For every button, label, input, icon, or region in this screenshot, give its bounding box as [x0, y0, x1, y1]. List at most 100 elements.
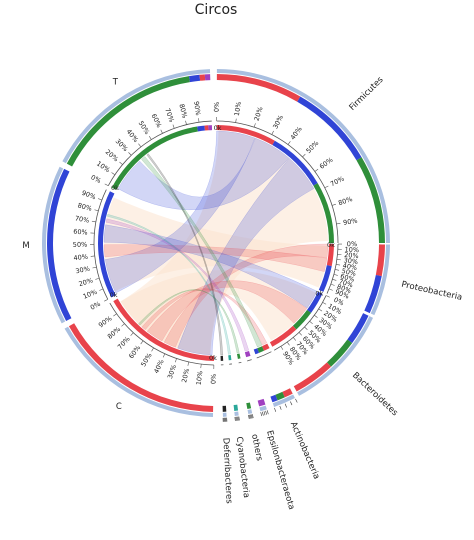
tick-baseline: [238, 361, 242, 364]
outer-ring-band: [233, 404, 239, 412]
tick-mark: [302, 153, 306, 158]
zero-label: 0k: [209, 354, 217, 362]
inner-ring-band: [228, 355, 232, 361]
inner-ring-band: [257, 346, 264, 353]
tick-mark: [92, 266, 97, 269]
tracks-layer: [41, 69, 390, 422]
tick-mark: [187, 361, 190, 366]
tick-mark: [325, 295, 330, 298]
tick-mark: [280, 346, 284, 350]
link-firmicutes-c: [177, 158, 315, 356]
inner-ring-band: [216, 125, 275, 146]
link-actinobacteria-c: [141, 288, 268, 346]
tick-mark: [290, 401, 293, 406]
tick-mark: [148, 135, 152, 140]
tick-mark: [331, 203, 336, 206]
tick-mark: [271, 130, 274, 135]
tick-mark: [249, 414, 251, 419]
tick-mark: [250, 414, 252, 419]
outer-track: [41, 166, 66, 324]
tick-baseline: [256, 351, 272, 359]
tick-label: 80%: [177, 103, 188, 119]
segment-c: [64, 298, 215, 417]
link-epsilonbacteraeota-m: [105, 218, 249, 352]
tick-mark: [130, 332, 134, 336]
tick-label: 0%: [332, 296, 345, 308]
inner-ring-band: [97, 191, 116, 298]
tick-baseline: [247, 359, 252, 362]
tick-label: 50%: [139, 352, 153, 369]
tick-mark: [314, 168, 319, 172]
tick-mark: [279, 405, 282, 410]
tick-mark: [252, 414, 254, 419]
outer-track: [247, 409, 253, 414]
tick-label: 90%: [192, 101, 202, 116]
tick-mark: [333, 274, 338, 276]
outer-ring-band: [356, 157, 385, 243]
link-proteobacteria-m: [103, 244, 328, 272]
segment-label-t: T: [112, 77, 119, 87]
tick-label: 30%: [75, 265, 91, 276]
tick-mark: [119, 161, 123, 165]
chart-title: Circos: [195, 2, 238, 18]
inner-ring-band: [261, 343, 270, 351]
tick-label: 70%: [338, 277, 354, 289]
tick-label: 30%: [114, 137, 130, 153]
outer-ring-band: [347, 313, 369, 344]
inner-ring-band: [307, 291, 323, 313]
outer-ring-band: [188, 74, 201, 83]
outer-ring-band: [375, 244, 385, 277]
outer-ring-band: [46, 168, 72, 322]
tick-mark: [336, 259, 341, 261]
tick-label: 0%: [210, 374, 218, 384]
tick-mark: [151, 347, 154, 352]
outer-ring-band: [326, 339, 353, 367]
segment-bacteroidetes: [269, 291, 374, 396]
segment-firmicutes: [216, 69, 390, 244]
tick-mark: [309, 321, 313, 325]
tick-mark: [128, 152, 132, 156]
inner-ring-band: [326, 243, 334, 267]
zero-label: 0k: [315, 289, 323, 297]
outer-track: [234, 411, 239, 416]
tick-mark: [248, 414, 250, 419]
tick-mark: [298, 332, 302, 336]
tick-label: 30%: [271, 114, 285, 131]
tick-label: 0%: [89, 300, 102, 312]
tick-mark: [318, 308, 323, 312]
tick-label: 20%: [78, 276, 94, 288]
tick-mark: [95, 277, 100, 280]
tick-mark: [328, 288, 333, 291]
outer-track: [222, 412, 227, 417]
tick-label: 80%: [77, 201, 93, 213]
tick-mark: [330, 283, 335, 286]
tick-mark: [335, 269, 340, 271]
zero-label: 0k: [214, 124, 222, 132]
outer-ring-band: [364, 274, 382, 314]
outer-track: [297, 316, 374, 396]
tick-mark: [304, 326, 308, 330]
tick-mark: [111, 172, 116, 176]
inner-ring-band: [113, 298, 215, 361]
tick-label: 60%: [150, 113, 164, 129]
inner-ring-band: [313, 183, 334, 243]
outer-ring-band: [216, 74, 301, 102]
tick-baseline: [93, 189, 109, 300]
segment-others: [236, 353, 254, 419]
tick-mark: [253, 123, 256, 128]
tick-mark: [160, 129, 163, 134]
outer-track: [64, 326, 214, 417]
tick-label: 50%: [73, 241, 88, 249]
tick-label: 60%: [73, 228, 88, 237]
tick-mark: [140, 340, 144, 345]
tick-mark: [286, 341, 290, 346]
tick-mark: [263, 411, 266, 416]
tick-label: 90%: [343, 217, 359, 227]
tick-label: 30%: [166, 364, 178, 380]
tick-label: 20%: [344, 251, 359, 260]
link-background-ribbon: [120, 131, 328, 355]
tick-mark: [266, 410, 269, 415]
tick-mark: [104, 299, 108, 302]
tick-label: 70%: [116, 335, 132, 351]
link-firmicutes-m: [105, 130, 256, 294]
